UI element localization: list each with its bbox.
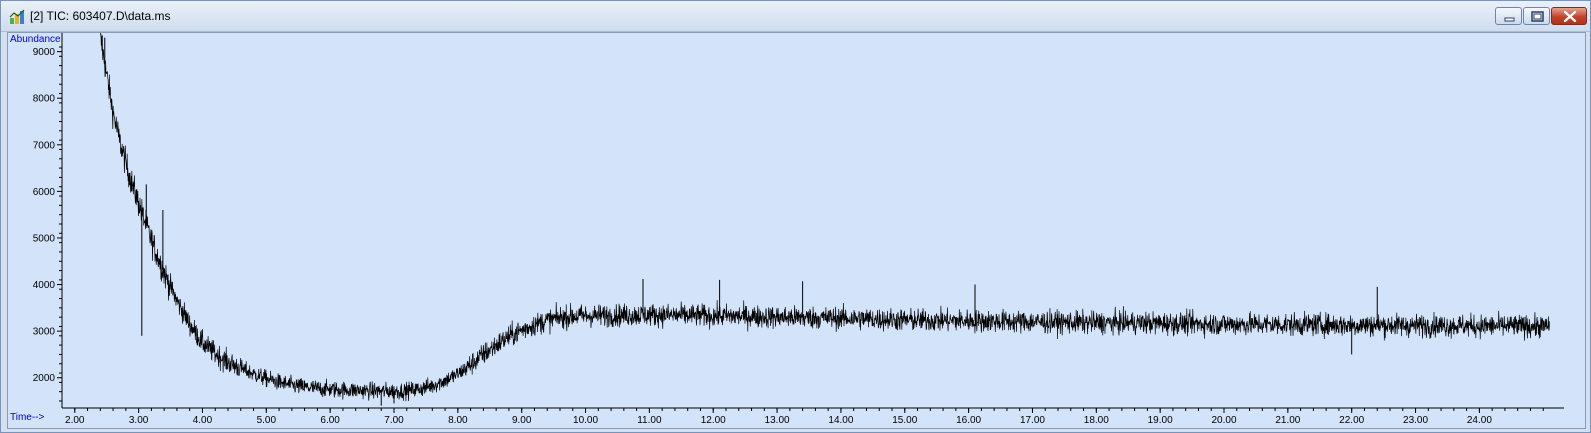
y-tick-label: 9000 bbox=[33, 47, 56, 58]
tic-trace bbox=[99, 33, 1550, 402]
x-tick-label: 4.00 bbox=[193, 415, 213, 426]
window-title: [2] TIC: 603407.D\data.ms bbox=[30, 9, 171, 23]
axes: 2000 3000 4000 5000 6000 7000 8000 9000 2.00 3.00… bbox=[33, 33, 1564, 426]
x-tick-label: 16.00 bbox=[956, 415, 981, 426]
x-tick-label: 3.00 bbox=[129, 415, 149, 426]
minimize-icon bbox=[1504, 17, 1515, 22]
tic-trace-layer bbox=[99, 33, 1550, 406]
y-axis-label: Abundance bbox=[10, 34, 61, 45]
y-tick-label: 3000 bbox=[33, 327, 56, 338]
y-tick-label: 2000 bbox=[33, 373, 56, 384]
x-tick-label: 2.00 bbox=[65, 415, 85, 426]
x-tick-label: 14.00 bbox=[828, 415, 853, 426]
y-tick-label: 7000 bbox=[33, 140, 56, 151]
x-tick-label: 22.00 bbox=[1339, 415, 1364, 426]
x-tick-label: 9.00 bbox=[512, 415, 532, 426]
title-bar[interactable]: [2] TIC: 603407.D\data.ms bbox=[1, 1, 1590, 32]
x-tick-label: 23.00 bbox=[1403, 415, 1428, 426]
chromatogram-app-icon bbox=[9, 9, 25, 24]
x-tick-label: 21.00 bbox=[1275, 415, 1300, 426]
x-tick-label: 8.00 bbox=[448, 415, 468, 426]
y-tick-label: 6000 bbox=[33, 187, 56, 198]
x-axis-label: Time--> bbox=[10, 412, 45, 423]
x-tick-label: 13.00 bbox=[765, 415, 790, 426]
close-icon bbox=[1563, 10, 1577, 23]
x-tick-label: 15.00 bbox=[892, 415, 917, 426]
x-tick-label: 7.00 bbox=[384, 415, 404, 426]
x-tick-label: 6.00 bbox=[320, 415, 340, 426]
minimize-button[interactable] bbox=[1495, 7, 1522, 25]
x-tick-label: 12.00 bbox=[701, 415, 726, 426]
x-tick-label: 17.00 bbox=[1020, 415, 1045, 426]
x-tick-label: 10.00 bbox=[573, 415, 598, 426]
y-tick-label: 5000 bbox=[33, 233, 56, 244]
maximize-icon bbox=[1531, 11, 1544, 22]
maximize-button[interactable] bbox=[1523, 7, 1550, 25]
x-tick-label: 5.00 bbox=[257, 415, 277, 426]
plot-area: 2000 3000 4000 5000 6000 7000 8000 9000 2.00 3.00… bbox=[7, 32, 1586, 429]
y-tick-label: 8000 bbox=[33, 94, 56, 105]
x-tick-label: 19.00 bbox=[1148, 415, 1173, 426]
x-tick-label: 24.00 bbox=[1467, 415, 1492, 426]
x-tick-label: 20.00 bbox=[1211, 415, 1236, 426]
x-tick-label: 18.00 bbox=[1084, 415, 1109, 426]
chromatogram-chart: 2000 3000 4000 5000 6000 7000 8000 9000 2.00 3.00… bbox=[10, 33, 1564, 426]
y-tick-label: 4000 bbox=[33, 280, 56, 291]
x-tick-label: 11.00 bbox=[637, 415, 662, 426]
close-button[interactable] bbox=[1551, 7, 1587, 25]
